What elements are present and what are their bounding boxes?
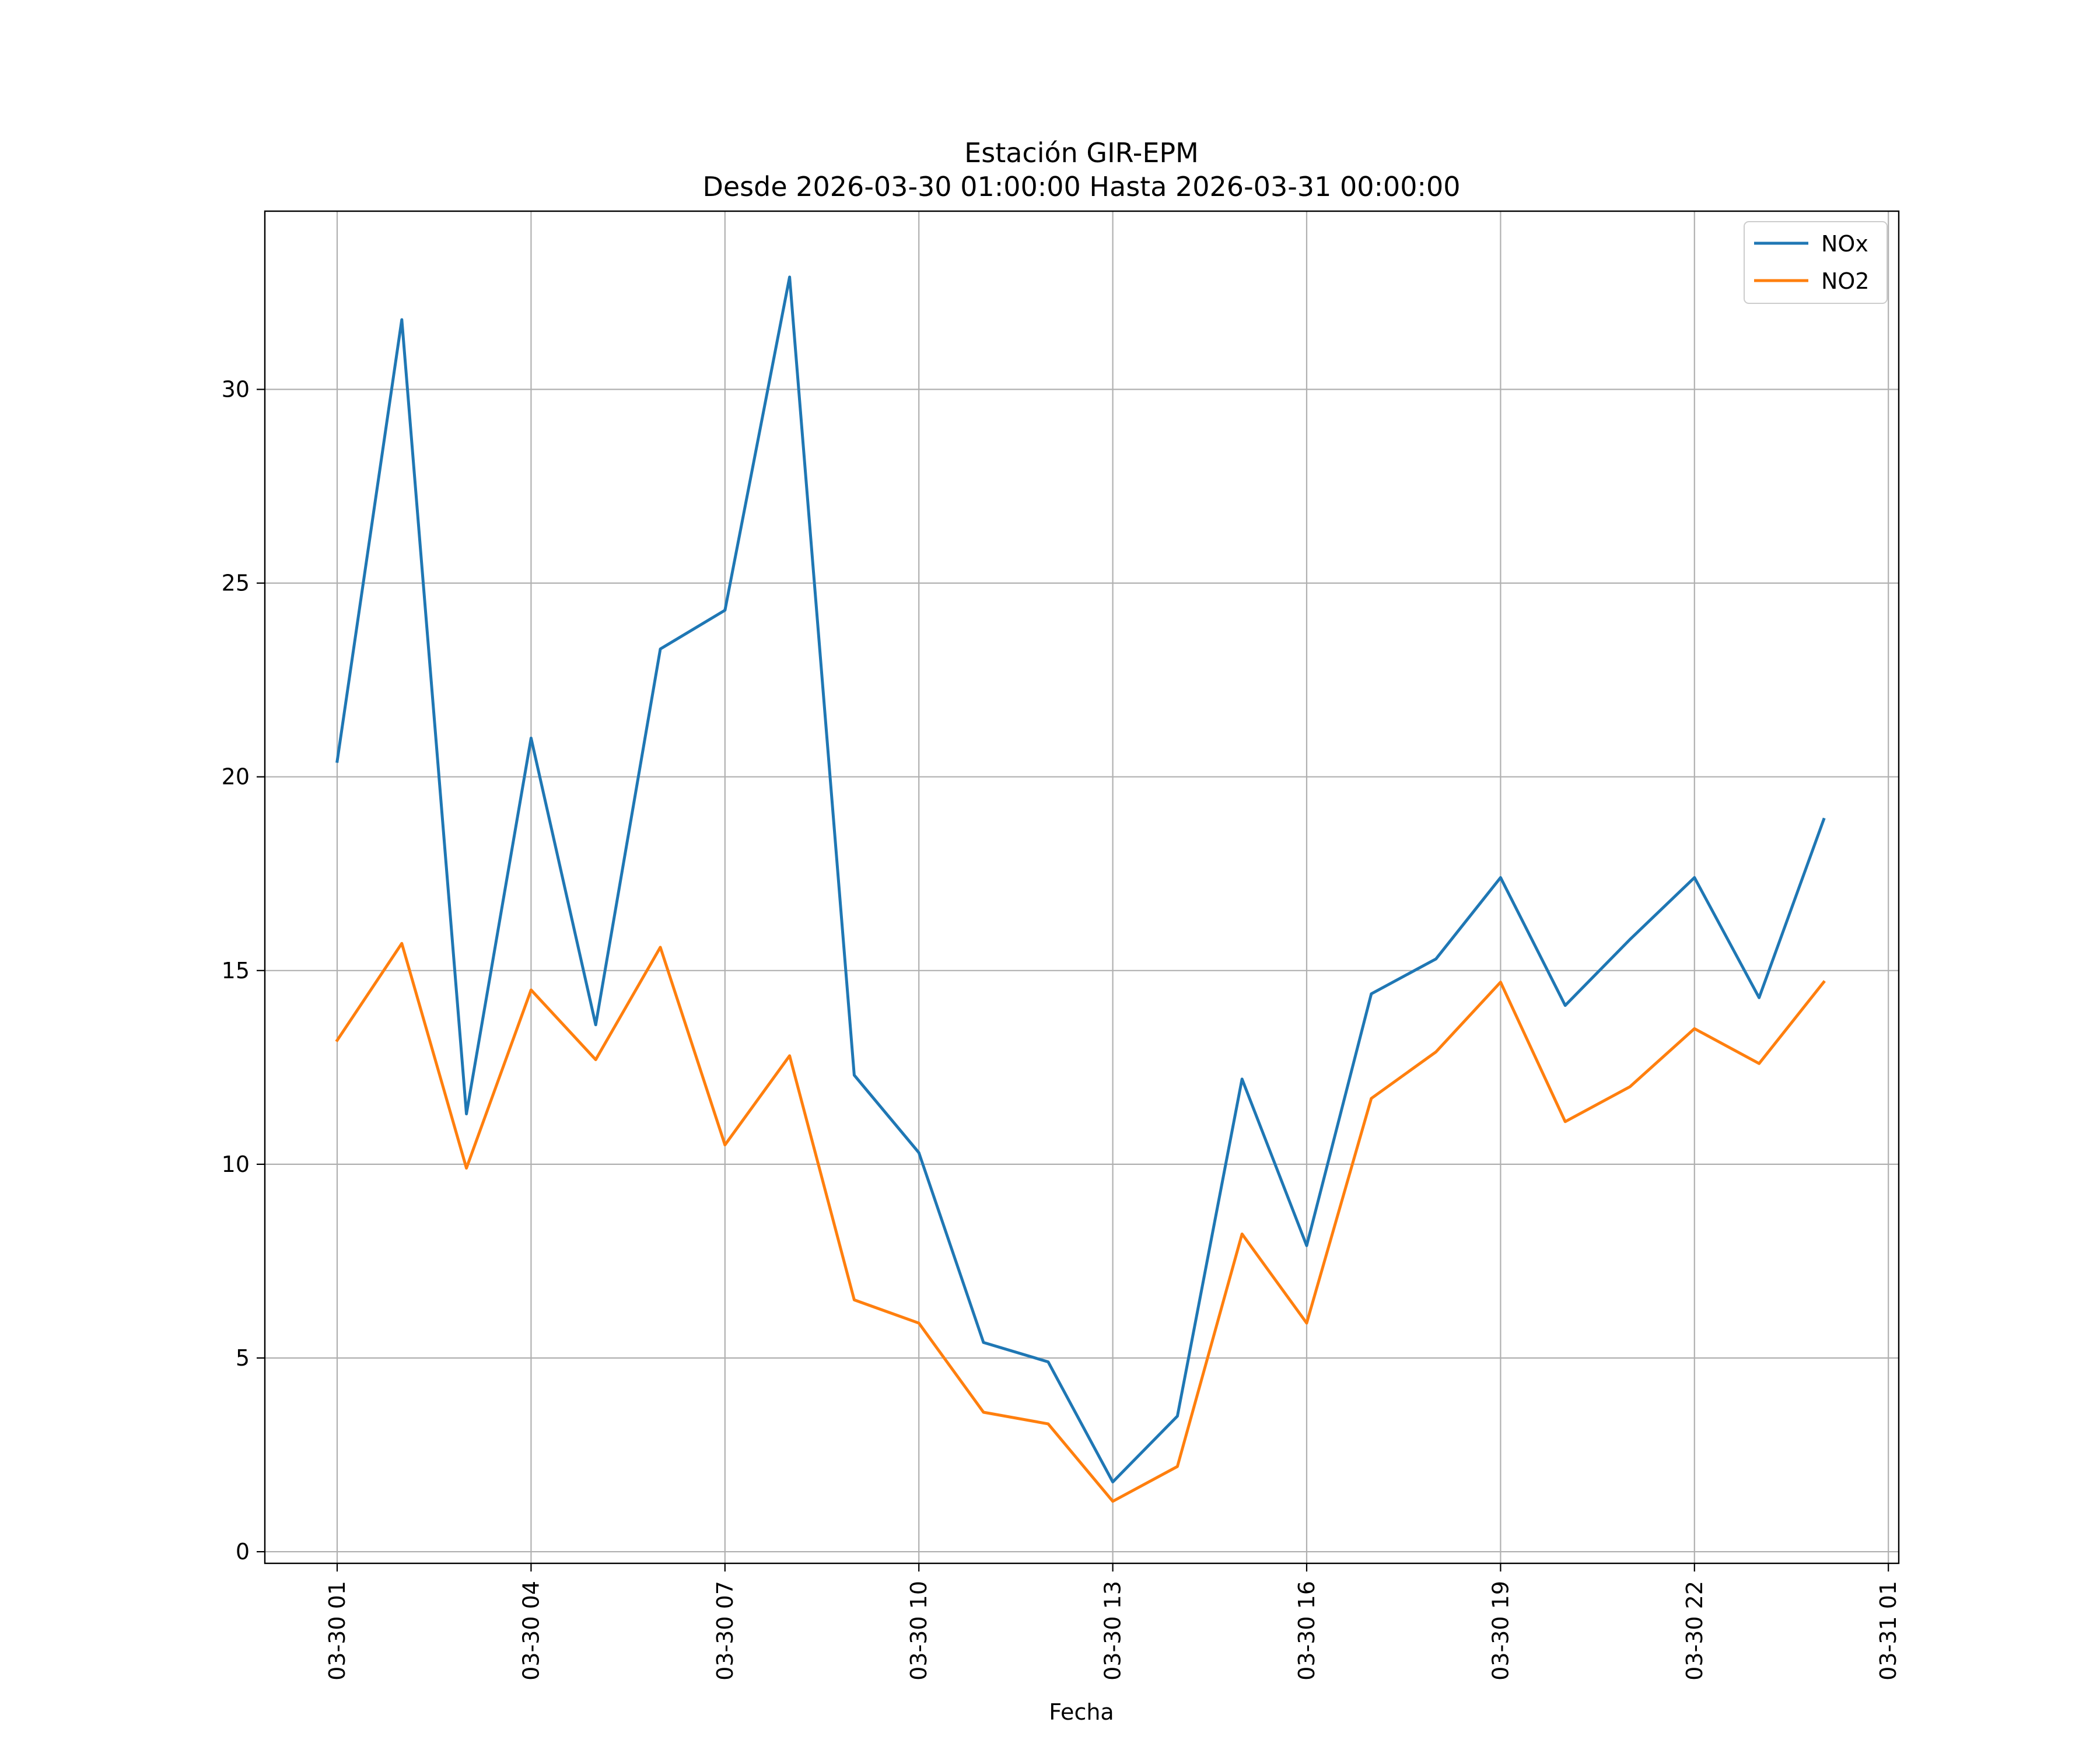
series-lines <box>335 275 1826 1503</box>
x-tick-label: 03-30 22 <box>1682 1581 1707 1681</box>
series-line-nox <box>335 275 1826 1483</box>
y-tick-label: 25 <box>222 570 250 596</box>
y-tick-label: 20 <box>222 764 250 790</box>
data-point-no2 <box>337 1040 338 1041</box>
x-tick-label: 03-30 04 <box>518 1581 544 1681</box>
data-point-no2 <box>724 1144 725 1145</box>
legend-label-nox: NOx <box>1821 231 1868 257</box>
data-point-no2 <box>1694 1028 1695 1029</box>
data-point-nox <box>1500 877 1501 878</box>
plot-frame <box>264 210 1900 1564</box>
x-tick-label: 03-30 01 <box>324 1581 350 1681</box>
x-tick-label: 03-30 19 <box>1488 1581 1513 1681</box>
x-tick-label: 03-30 10 <box>906 1581 932 1681</box>
data-point-no2 <box>401 943 402 944</box>
y-tick-label: 10 <box>222 1152 250 1177</box>
legend-label-no2: NO2 <box>1821 268 1870 294</box>
data-point-no2 <box>789 1055 790 1056</box>
data-point-nox <box>401 319 402 320</box>
x-tick-label: 03-30 07 <box>712 1581 738 1681</box>
data-point-nox <box>789 276 790 277</box>
y-axis: 0 5 10 15 20 25 30 <box>222 377 265 1564</box>
data-point-nox <box>337 761 338 762</box>
chart-subtitle: Desde 2026-03-30 01:00:00 Hasta 2026-03-… <box>702 171 1460 202</box>
x-tick-label: 03-31 01 <box>1875 1581 1901 1681</box>
x-tick-label: 03-30 13 <box>1100 1581 1126 1681</box>
data-point-nox <box>1565 1005 1566 1006</box>
series-line-no2 <box>335 942 1826 1503</box>
x-tick-label: 03-30 16 <box>1294 1581 1320 1681</box>
y-tick-label: 0 <box>236 1539 250 1564</box>
x-axis: 03-30 01 03-30 04 03-30 07 03-30 10 03-30 13… <box>324 1563 1901 1681</box>
y-tick-label: 5 <box>236 1345 250 1371</box>
data-point-no2 <box>1112 1501 1113 1502</box>
legend: NOx NO2 <box>1744 221 1888 304</box>
y-tick-label: 30 <box>222 377 250 402</box>
data-point-nox <box>724 610 725 611</box>
data-point-nox <box>1694 877 1695 878</box>
data-point-no2 <box>1565 1121 1566 1122</box>
x-axis-label: Fecha <box>1049 1699 1114 1725</box>
data-point-nox <box>854 1075 855 1076</box>
y-tick-label: 15 <box>222 958 250 984</box>
chart-title: Estación GIR-EPM <box>964 137 1199 169</box>
grid-lines <box>265 211 1899 1563</box>
